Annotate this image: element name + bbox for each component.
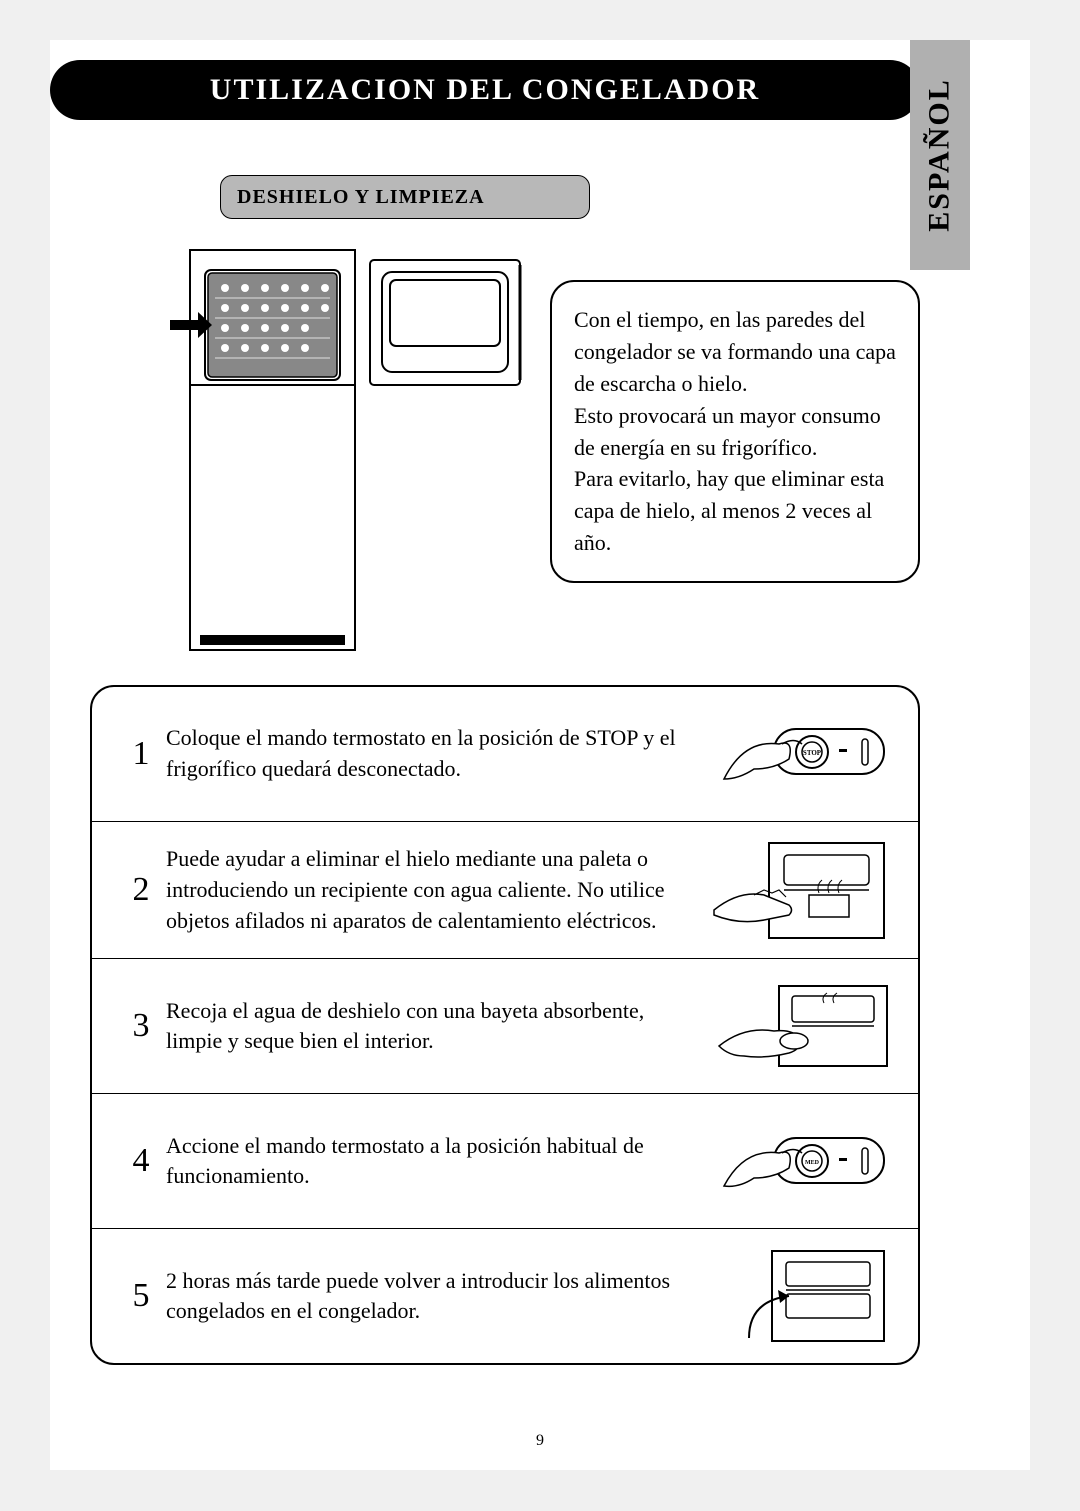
svg-text:MED: MED	[805, 1160, 820, 1166]
step-row: 3 Recoja el agua de deshielo con una bay…	[92, 958, 918, 1093]
step-text: Puede ayudar a eliminar el hielo mediant…	[166, 844, 694, 936]
step-row: 1 Coloque el mando termostato en la posi…	[92, 687, 918, 821]
svg-text:STOP: STOP	[803, 749, 822, 757]
step-text: Recoja el agua de deshielo con una bayet…	[166, 996, 694, 1058]
info-callout: Con el tiempo, en las paredes del congel…	[550, 280, 920, 583]
step-row: 5 2 horas más tarde puede volver a intro…	[92, 1228, 918, 1363]
step-row: 4 Accione el mando termostato a la posic…	[92, 1093, 918, 1228]
step-number: 1	[116, 735, 166, 773]
step-text: Coloque el mando termostato en la posici…	[166, 723, 694, 785]
info-text: Con el tiempo, en las paredes del congel…	[574, 307, 896, 555]
wipe-icon	[694, 981, 894, 1071]
section-title: DESHIELO Y LIMPIEZA	[237, 186, 485, 209]
step-row: 2 Puede ayudar a eliminar el hielo media…	[92, 821, 918, 958]
manual-page: UTILIZACION DEL CONGELADOR ESPAÑOL DESHI…	[50, 40, 1030, 1470]
language-label: ESPAÑOL	[923, 78, 957, 231]
section-header: DESHIELO Y LIMPIEZA	[220, 175, 590, 219]
step-number: 4	[116, 1142, 166, 1180]
step-text: 2 horas más tarde puede volver a introdu…	[166, 1266, 694, 1328]
load-food-icon	[694, 1251, 894, 1341]
refrigerator-diagram	[170, 240, 530, 660]
step-number: 5	[116, 1277, 166, 1315]
language-tab: ESPAÑOL	[910, 40, 970, 270]
page-number: 9	[50, 1432, 1030, 1450]
title-bar: UTILIZACION DEL CONGELADOR	[50, 60, 920, 120]
hot-water-icon	[694, 845, 894, 935]
dial-med-icon: MED	[694, 1116, 894, 1206]
step-text: Accione el mando termostato a la posició…	[166, 1131, 694, 1193]
dial-stop-icon: STOP	[694, 709, 894, 799]
steps-container: 1 Coloque el mando termostato en la posi…	[90, 685, 920, 1365]
step-number: 2	[116, 871, 166, 909]
page-title: UTILIZACION DEL CONGELADOR	[210, 73, 760, 107]
step-number: 3	[116, 1007, 166, 1045]
